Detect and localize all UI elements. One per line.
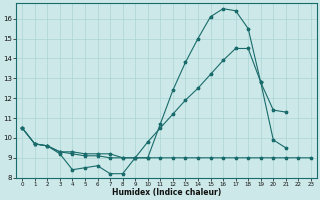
X-axis label: Humidex (Indice chaleur): Humidex (Indice chaleur): [112, 188, 221, 197]
